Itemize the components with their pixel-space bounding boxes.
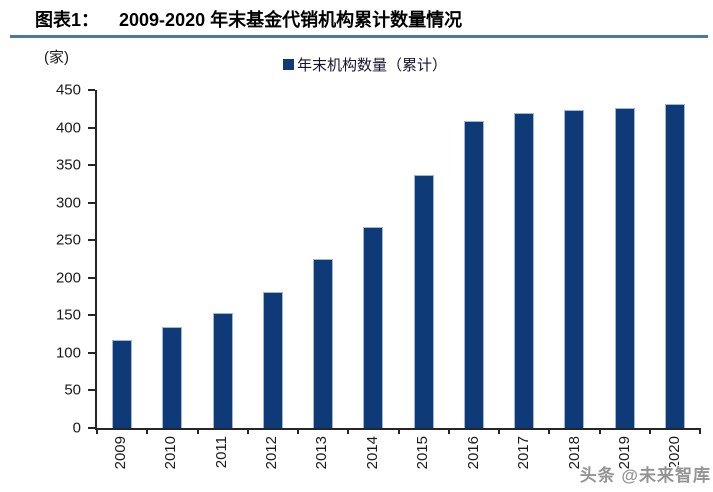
bar-2010 <box>162 326 183 428</box>
bar-2017 <box>514 113 535 428</box>
y-tick-label: 450 <box>55 81 81 99</box>
x-label-slot: 2009 <box>95 436 145 484</box>
figure-label: 图表1： <box>35 10 100 30</box>
y-tick-label: 250 <box>55 231 81 249</box>
y-tick-mark <box>88 314 95 317</box>
x-axis-label-2010: 2010 <box>162 436 180 470</box>
x-tick-mark <box>598 428 601 434</box>
x-label-slot: 2015 <box>398 436 448 484</box>
y-tick-label: 100 <box>55 344 81 362</box>
y-tick-mark <box>88 89 95 91</box>
bar-2009 <box>112 340 133 428</box>
bar-slot <box>600 90 650 428</box>
x-label-slot: 2011 <box>196 436 246 484</box>
x-tick-mark <box>498 428 500 434</box>
y-tick-mark <box>88 164 95 167</box>
x-tick-mark <box>648 428 651 434</box>
x-tick-mark <box>548 428 551 434</box>
x-label-slot: 2013 <box>297 436 347 484</box>
y-tick-mark <box>88 239 95 242</box>
watermark: 头条 @未来智库 <box>579 466 711 485</box>
x-tick-mark <box>96 428 98 434</box>
x-tick-mark <box>246 428 249 434</box>
bar-slot <box>298 90 348 428</box>
y-tick-label: 50 <box>64 381 81 399</box>
bar-slot <box>399 90 449 428</box>
legend-label: 年末机构数量（累计） <box>297 57 448 74</box>
bar-2018 <box>564 110 585 428</box>
bar-slot <box>650 90 700 428</box>
bar-slot <box>348 90 398 428</box>
x-axis-label-2013: 2013 <box>313 436 331 470</box>
chart-plot-area: 0 50 100 150 200 250 300 350 400 450 <box>56 83 701 436</box>
y-tick-label: 0 <box>72 419 81 437</box>
x-label-slot: 2014 <box>347 436 397 484</box>
bars-container <box>97 90 700 428</box>
x-axis-label-2015: 2015 <box>414 436 432 470</box>
x-tick-mark <box>196 428 199 434</box>
figure-header: 图表1： 2009-2020 年末基金代销机构累计数量情况 <box>35 6 462 32</box>
x-tick-mark <box>397 428 400 434</box>
y-tick-mark <box>88 389 95 392</box>
x-axis-label-2011: 2011 <box>212 436 230 469</box>
bar-2020 <box>664 104 685 428</box>
bar-slot <box>248 90 298 428</box>
chart-legend: 年末机构数量（累计） <box>283 54 447 75</box>
x-tick-mark <box>347 428 350 434</box>
y-tick-label: 350 <box>55 156 81 174</box>
y-tick-mark <box>88 201 95 204</box>
bar-slot <box>499 90 549 428</box>
bar-2015 <box>413 174 434 428</box>
bar-2016 <box>463 120 484 428</box>
bar-slot <box>198 90 248 428</box>
x-axis-label-2014: 2014 <box>363 436 381 470</box>
x-axis-label-2012: 2012 <box>262 436 280 470</box>
x-tick-mark <box>146 428 149 434</box>
bar-slot <box>147 90 197 428</box>
y-tick-label: 300 <box>55 194 81 212</box>
y-tick-label: 200 <box>55 269 81 287</box>
x-axis-label-2016: 2016 <box>464 436 482 470</box>
x-tick-mark <box>447 428 450 434</box>
y-tick-mark <box>88 427 95 429</box>
x-label-slot: 2010 <box>145 436 195 484</box>
y-tick-label: 150 <box>55 306 81 324</box>
x-tick-mark <box>699 428 701 434</box>
x-tick-mark <box>297 428 299 434</box>
y-tick-label: 400 <box>55 119 81 137</box>
y-tick-mark <box>88 126 95 129</box>
y-tick-mark <box>88 276 95 279</box>
bar-2012 <box>262 292 283 428</box>
bar-2014 <box>363 227 384 428</box>
bar-2019 <box>614 108 635 428</box>
bar-slot <box>449 90 499 428</box>
x-axis-label-2009: 2009 <box>111 436 129 470</box>
legend-swatch-icon <box>283 59 294 70</box>
x-label-slot: 2017 <box>498 436 548 484</box>
bar-slot <box>97 90 147 428</box>
bar-2011 <box>212 313 233 428</box>
bar-2013 <box>313 259 334 428</box>
bar-slot <box>549 90 599 428</box>
x-axis-label-2017: 2017 <box>515 436 533 470</box>
y-tick-mark <box>88 351 95 354</box>
x-label-slot: 2012 <box>246 436 296 484</box>
y-axis-unit-label: (家) <box>44 49 69 66</box>
figure-title: 2009-2020 年末基金代销机构累计数量情况 <box>119 10 463 30</box>
title-divider <box>10 35 708 38</box>
x-label-slot: 2016 <box>448 436 498 484</box>
